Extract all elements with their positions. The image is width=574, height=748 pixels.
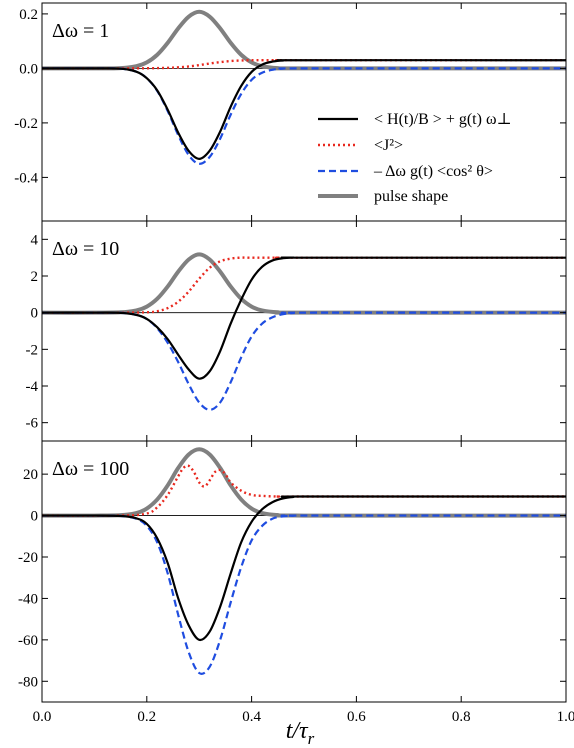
x-tick-label: 0.0 — [33, 709, 52, 725]
y-tick-label: 20 — [23, 467, 38, 483]
legend-label-J: <J²> — [374, 137, 403, 154]
series-C-line — [42, 514, 566, 675]
panel-frame — [41, 440, 567, 703]
panel-label: Δω = 100 — [52, 458, 129, 480]
x-tick-label: 0.4 — [242, 709, 261, 725]
series-J-line — [42, 256, 566, 314]
x-tick-label: 0.2 — [137, 709, 156, 725]
x-axis-label: t/τr — [286, 718, 315, 748]
y-tick-label: -4 — [26, 379, 39, 395]
y-tick-label: 0 — [31, 509, 39, 525]
y-tick-label: -0.4 — [14, 170, 38, 186]
panel-label: Δω = 10 — [52, 238, 119, 260]
y-tick-label: -40 — [18, 591, 38, 607]
x-tick-label: 0.8 — [452, 709, 471, 725]
panel-2: 4 2 0 -2 -4 -6 Δω = 10 — [26, 220, 567, 442]
series-J-line — [42, 464, 566, 517]
x-tick-label: 1.0 — [557, 709, 574, 725]
series-group — [42, 447, 566, 675]
x-tick-label: 0.6 — [347, 709, 366, 725]
series-C-line — [42, 311, 566, 411]
y-tick-label: 0.2 — [19, 7, 38, 23]
y-tick-label: 0 — [31, 306, 39, 322]
series-H-line — [42, 59, 566, 160]
panel-frame — [41, 220, 567, 442]
series-C-line — [42, 67, 566, 165]
legend-label-H: < H(t)/B > + g(t) ω⊥ — [374, 111, 512, 128]
series-group — [42, 9, 566, 165]
y-tick-label: -80 — [18, 674, 38, 690]
series-P-line — [42, 447, 566, 518]
legend: < H(t)/B > + g(t) ω⊥ <J²> – Δω g(t) <cos… — [318, 111, 512, 205]
y-tick-label: 0.0 — [19, 61, 38, 77]
y-tick-label: 2 — [31, 269, 39, 285]
y-tick-label: -60 — [18, 633, 38, 649]
y-tick-label: -20 — [18, 550, 38, 566]
legend-label-C: – Δω g(t) <cos² θ> — [373, 163, 493, 180]
legend-label-P: pulse shape — [374, 188, 448, 205]
series-H-line — [42, 495, 566, 642]
series-group — [42, 252, 566, 411]
panel-3: 20 0 -20 -40 -60 -80 0.0 0.2 0.4 0.6 0.8 1.0 Δω = 10… — [18, 440, 574, 725]
y-tick-label: -6 — [26, 416, 39, 432]
panel-label: Δω = 1 — [52, 20, 109, 42]
y-tick-label: 4 — [31, 232, 39, 248]
y-tick-label: -2 — [26, 342, 39, 358]
x-axis-label-sub: r — [308, 729, 315, 748]
x-axis-label-main: t/τ — [286, 718, 309, 744]
series-P-line — [42, 252, 566, 315]
y-tick-label: -0.2 — [14, 116, 38, 132]
series-P-line — [42, 9, 566, 71]
series-H-line — [42, 256, 566, 380]
